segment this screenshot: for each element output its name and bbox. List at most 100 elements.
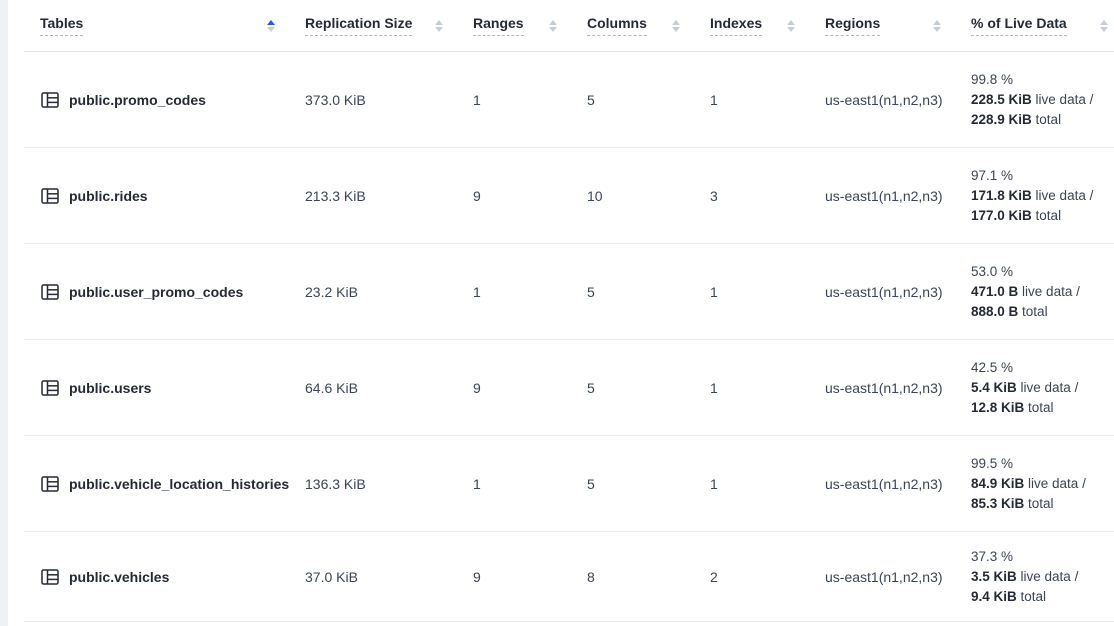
live-data-size-line: 84.9 KiB live data /: [971, 475, 1086, 491]
sort-desc-arrow-icon: [933, 26, 941, 32]
sort-asc-arrow-icon: [933, 19, 941, 25]
columns-value: 8: [587, 568, 595, 585]
live-data-percent: 99.8 %: [971, 71, 1014, 87]
column-header-label: Indexes: [710, 15, 763, 36]
column-header[interactable]: Indexes: [710, 0, 825, 51]
indexes-value: 3: [710, 187, 718, 204]
live-data-percent: 53.0 %: [971, 263, 1014, 279]
replication-size-value: 37.0 KiB: [305, 568, 358, 585]
table-name: public.users: [69, 379, 152, 396]
live-data-cell: 97.1 % 171.8 KiB live data / 177.0 KiB t…: [971, 166, 1114, 226]
regions-value: us-east1(n1,n2,n3): [825, 475, 943, 492]
replication-size-value: 23.2 KiB: [305, 283, 358, 300]
sort-icon[interactable]: [787, 19, 795, 32]
sort-desc-arrow-icon: [1100, 26, 1108, 32]
live-data-cell: 37.3 % 3.5 KiB live data / 9.4 KiB total: [971, 547, 1114, 607]
table-row: public.rides 213.3 KiB 9 10 3 us-east1(n…: [24, 148, 1114, 244]
live-data-cell: 99.8 % 228.5 KiB live data / 228.9 KiB t…: [971, 70, 1114, 130]
table-name-link[interactable]: public.vehicles: [40, 567, 305, 587]
ranges-value: 9: [473, 568, 481, 585]
column-header-label: Replication Size: [305, 15, 413, 36]
table-icon: [41, 187, 59, 204]
column-header-label: % of Live Data: [971, 15, 1067, 36]
table-name-link[interactable]: public.users: [40, 378, 305, 398]
replication-size-value: 64.6 KiB: [305, 379, 358, 396]
regions-value: us-east1(n1,n2,n3): [825, 568, 943, 585]
ranges-value: 1: [473, 283, 481, 300]
live-data-size-line: 228.5 KiB live data /: [971, 91, 1094, 107]
table-name: public.user_promo_codes: [69, 283, 244, 300]
live-data-cell: 99.5 % 84.9 KiB live data / 85.3 KiB tot…: [971, 454, 1114, 514]
table-row: public.users 64.6 KiB 9 5 1 us-east1(n1,…: [24, 340, 1114, 436]
live-data-size-line: 471.0 B live data /: [971, 283, 1080, 299]
indexes-value: 1: [710, 475, 718, 492]
column-header[interactable]: Ranges: [473, 0, 587, 51]
table-name-link[interactable]: public.promo_codes: [40, 90, 305, 110]
ranges-value: 1: [473, 91, 481, 108]
column-header-label: Ranges: [473, 15, 524, 36]
regions-value: us-east1(n1,n2,n3): [825, 187, 943, 204]
table-name-link[interactable]: public.vehicle_location_histories: [40, 474, 305, 494]
sort-desc-arrow-icon: [267, 26, 275, 32]
total-size-line: 177.0 KiB total: [971, 207, 1062, 223]
column-header[interactable]: Replication Size: [305, 0, 473, 51]
sort-asc-arrow-icon: [267, 19, 275, 25]
column-header-label: Columns: [587, 15, 647, 36]
column-header-label: Tables: [40, 15, 84, 36]
tables-list: Tables Replication Size Ranges Columns I…: [24, 0, 1114, 622]
sort-desc-arrow-icon: [549, 26, 557, 32]
table-name: public.promo_codes: [69, 91, 206, 108]
column-header[interactable]: Columns: [587, 0, 710, 51]
ranges-value: 9: [473, 379, 481, 396]
sort-asc-arrow-icon: [1100, 19, 1108, 25]
total-size-line: 228.9 KiB total: [971, 111, 1062, 127]
table-name: public.vehicle_location_histories: [69, 475, 290, 492]
sort-desc-arrow-icon: [435, 26, 443, 32]
live-data-size-line: 3.5 KiB live data /: [971, 568, 1079, 584]
sort-icon[interactable]: [672, 19, 680, 32]
table-header-row: Tables Replication Size Ranges Columns I…: [24, 0, 1114, 52]
regions-value: us-east1(n1,n2,n3): [825, 91, 943, 108]
indexes-value: 1: [710, 283, 718, 300]
sort-icon[interactable]: [435, 19, 443, 32]
live-data-percent: 42.5 %: [971, 359, 1014, 375]
live-data-percent: 97.1 %: [971, 167, 1014, 183]
replication-size-value: 373.0 KiB: [305, 91, 366, 108]
sort-asc-arrow-icon: [435, 19, 443, 25]
page-left-gutter: [0, 0, 8, 626]
live-data-percent: 99.5 %: [971, 455, 1014, 471]
regions-value: us-east1(n1,n2,n3): [825, 379, 943, 396]
sort-icon[interactable]: [549, 19, 557, 32]
table-row: public.vehicle_location_histories 136.3 …: [24, 436, 1114, 532]
live-data-size-line: 171.8 KiB live data /: [971, 187, 1094, 203]
sort-icon[interactable]: [933, 19, 941, 32]
columns-value: 5: [587, 91, 595, 108]
table-name-link[interactable]: public.user_promo_codes: [40, 282, 305, 302]
total-size-line: 888.0 B total: [971, 303, 1048, 319]
sort-icon[interactable]: [1100, 19, 1108, 32]
indexes-value: 2: [710, 568, 718, 585]
table-icon: [41, 91, 59, 108]
column-header[interactable]: Tables: [40, 0, 305, 51]
column-header-label: Regions: [825, 15, 881, 36]
table-name-link[interactable]: public.rides: [40, 186, 305, 206]
sort-asc-arrow-icon: [672, 19, 680, 25]
columns-value: 5: [587, 283, 595, 300]
columns-value: 5: [587, 379, 595, 396]
table-row: public.user_promo_codes 23.2 KiB 1 5 1 u…: [24, 244, 1114, 340]
replication-size-value: 136.3 KiB: [305, 475, 366, 492]
column-header[interactable]: % of Live Data: [971, 0, 1114, 51]
total-size-line: 9.4 KiB total: [971, 588, 1047, 604]
sort-asc-arrow-icon: [787, 19, 795, 25]
sort-icon[interactable]: [267, 19, 275, 32]
indexes-value: 1: [710, 379, 718, 396]
indexes-value: 1: [710, 91, 718, 108]
sort-desc-arrow-icon: [672, 26, 680, 32]
regions-value: us-east1(n1,n2,n3): [825, 283, 943, 300]
ranges-value: 1: [473, 475, 481, 492]
column-header[interactable]: Regions: [825, 0, 971, 51]
sort-asc-arrow-icon: [549, 19, 557, 25]
columns-value: 5: [587, 475, 595, 492]
live-data-size-line: 5.4 KiB live data /: [971, 379, 1079, 395]
live-data-cell: 42.5 % 5.4 KiB live data / 12.8 KiB tota…: [971, 358, 1114, 418]
